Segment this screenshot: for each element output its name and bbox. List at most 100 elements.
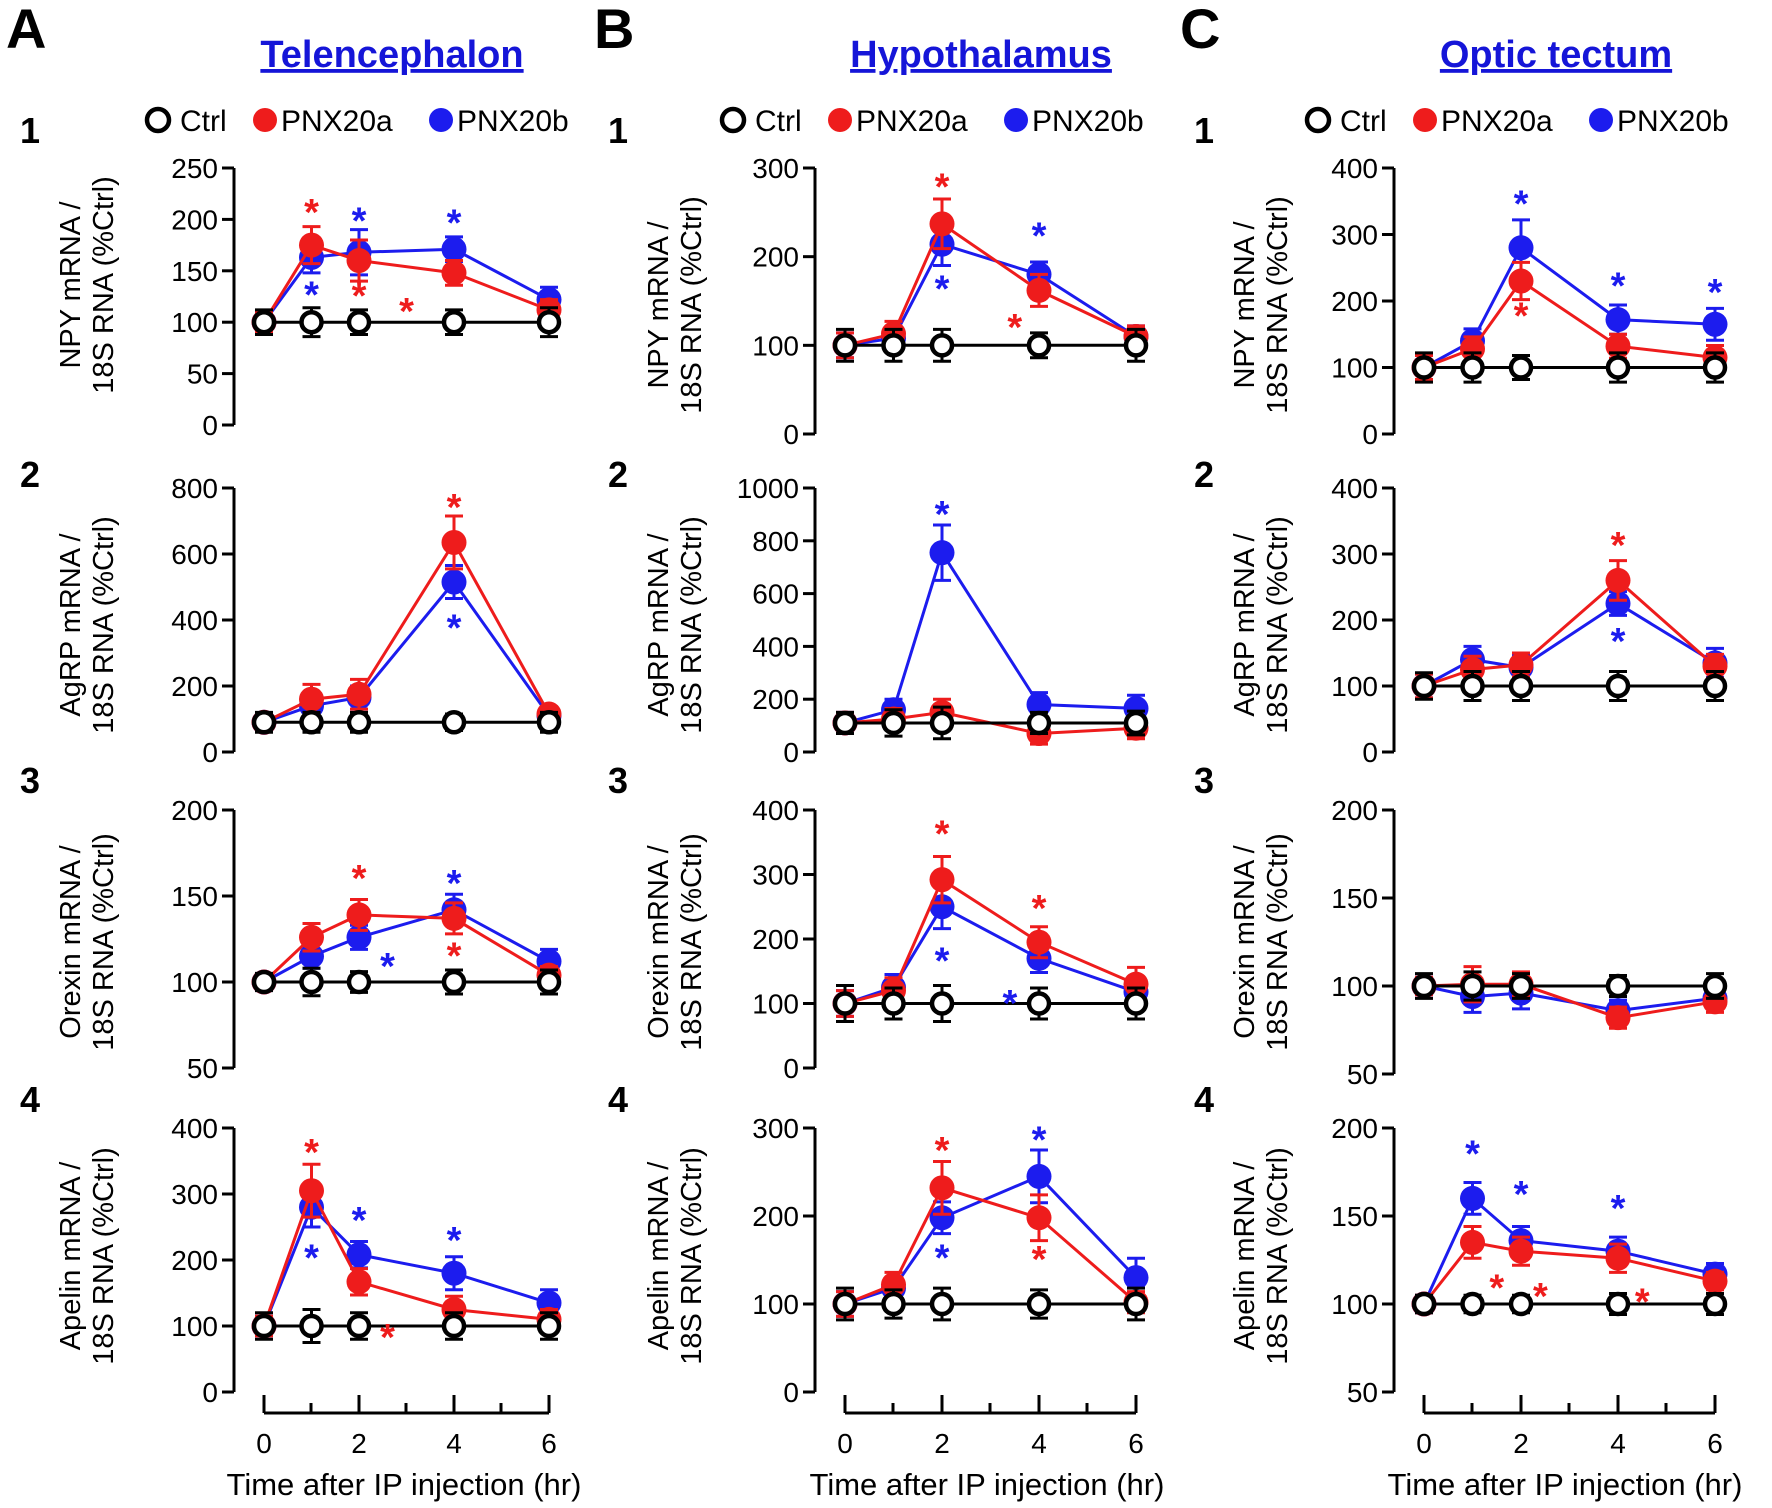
ylabel-b1-line2: 18S RNA (%Ctrl) (676, 196, 708, 414)
data-point-ctrl (881, 710, 906, 736)
data-point-ctrl (1026, 1291, 1052, 1317)
significance-star: * (1032, 888, 1047, 930)
panel-b4-apelin: 0 100 200 300 * * * * (752, 1113, 1149, 1408)
legend-pnx20b-label: PNX20b (457, 105, 569, 138)
data-point-pnx20b (929, 540, 955, 566)
significance-star: * (304, 192, 319, 234)
legend-ctrl-label: Ctrl (1340, 105, 1387, 138)
data-point-ctrl (1026, 710, 1052, 736)
y-tick-label: 0 (1362, 737, 1378, 768)
y-tick-label: 300 (752, 153, 799, 184)
legend-ctrl-marker (719, 106, 747, 134)
data-point-pnx20a (1605, 567, 1631, 593)
xtick-a-6: 6 (541, 1428, 557, 1459)
data-point-ctrl (1123, 710, 1149, 736)
ylabel-b2-line1: AgRP mRNA / (643, 532, 675, 716)
data-point-ctrl (536, 969, 562, 995)
panel-c3-orexin: 50 100 150 200 (1331, 795, 1728, 1090)
ylabel-c1-line1: NPY mRNA / (1229, 221, 1261, 389)
data-point-pnx20a (1123, 971, 1149, 997)
data-point-ctrl (1702, 1291, 1728, 1317)
y-tick-label: 0 (202, 410, 218, 441)
y-tick-label: 200 (171, 671, 218, 702)
panel-a3-orexin: 50 100 150 200 * * * * (171, 795, 562, 1084)
data-point-ctrl (346, 969, 372, 995)
significance-star: * (304, 1132, 319, 1174)
significance-star: * (1489, 1267, 1504, 1309)
significance-star: * (1708, 272, 1723, 314)
data-point-pnx20a (1702, 1268, 1728, 1294)
significance-star: * (1003, 983, 1018, 1025)
y-tick-label: 150 (1331, 1201, 1378, 1232)
significance-star: * (935, 1237, 950, 1279)
y-tick-label: 200 (1331, 286, 1378, 317)
row-label-c4: 4 (1194, 1079, 1214, 1120)
data-point-ctrl (1123, 991, 1149, 1016)
panel-c1-npy: 0 100 200 300 400 * * * * (1331, 153, 1728, 450)
y-tick-label: 600 (752, 579, 799, 610)
panel-c2-agrp: 0 100 200 300 400 * * (1331, 473, 1728, 768)
y-tick-label: 200 (171, 204, 218, 235)
data-point-ctrl (1605, 355, 1631, 380)
row-label-a2: 2 (20, 454, 40, 495)
significance-star: * (1032, 1239, 1047, 1281)
data-point-pnx20a (441, 905, 467, 931)
xtick-b-4: 4 (1031, 1428, 1047, 1459)
panel-a2-agrp: 0 200 400 600 800 * * (171, 473, 562, 768)
data-point-pnx20b (346, 1242, 372, 1268)
legend-pnx20b-label: PNX20b (1032, 105, 1144, 138)
data-point-ctrl (1508, 673, 1534, 699)
data-point-pnx20b (1605, 307, 1631, 333)
significance-star: * (1514, 184, 1529, 226)
ylabel-c4-line1: Apelin mRNA / (1229, 1161, 1261, 1351)
data-point-ctrl (929, 991, 955, 1016)
data-point-pnx20a (929, 1175, 955, 1201)
data-point-ctrl (536, 710, 562, 735)
xtick-a-0: 0 (256, 1428, 272, 1459)
data-point-pnx20a (299, 232, 324, 258)
y-tick-label: 300 (1331, 539, 1378, 570)
y-tick-label: 100 (752, 989, 799, 1020)
significance-star: * (447, 202, 462, 244)
y-tick-label: 100 (171, 1311, 218, 1342)
significance-star: * (1533, 1276, 1548, 1318)
legend-pnx20a-marker (253, 108, 277, 132)
title-hypothalamus: Hypothalamus (850, 34, 1112, 76)
data-point-ctrl (1460, 673, 1485, 699)
y-tick-label: 400 (752, 795, 799, 826)
ylabel-c2-line2: 18S RNA (%Ctrl) (1262, 516, 1294, 734)
data-point-pnx20a (299, 686, 324, 712)
data-point-pnx20a (1605, 1245, 1631, 1271)
significance-star: * (1032, 216, 1047, 258)
row-label-c1: 1 (1194, 110, 1214, 151)
y-tick-label: 50 (187, 359, 218, 390)
ylabel-a2-line1: AgRP mRNA / (55, 532, 87, 716)
y-tick-label: 400 (171, 605, 218, 636)
significance-star: * (380, 1317, 395, 1359)
data-point-pnx20a (346, 248, 372, 274)
data-point-ctrl (1605, 673, 1631, 699)
y-tick-label: 200 (171, 1245, 218, 1276)
data-point-ctrl (346, 710, 372, 735)
ylabel-a4-line1: Apelin mRNA / (55, 1161, 87, 1351)
ylabel-c3-line1: Orexin mRNA / (1229, 844, 1261, 1038)
data-point-ctrl (441, 1313, 467, 1339)
data-point-ctrl (929, 333, 955, 358)
data-point-pnx20a (929, 211, 955, 237)
y-tick-label: 0 (783, 419, 799, 450)
significance-star: * (935, 269, 950, 311)
data-point-pnx20b (1123, 1265, 1149, 1291)
data-point-ctrl (881, 991, 906, 1016)
ylabel-c3-line2: 18S RNA (%Ctrl) (1262, 833, 1294, 1051)
data-point-ctrl (1411, 673, 1437, 699)
data-point-ctrl (929, 710, 955, 736)
data-point-ctrl (1026, 991, 1052, 1016)
data-point-ctrl (251, 1313, 277, 1339)
legend-c: Ctrl PNX20a PNX20b (1304, 105, 1729, 138)
data-point-ctrl (1411, 355, 1437, 380)
xlabel-b: Time after IP injection (hr) (810, 1467, 1165, 1502)
significance-star: * (1514, 295, 1529, 337)
significance-star: * (1611, 1188, 1626, 1230)
panel-letter-b: B (594, 0, 634, 60)
